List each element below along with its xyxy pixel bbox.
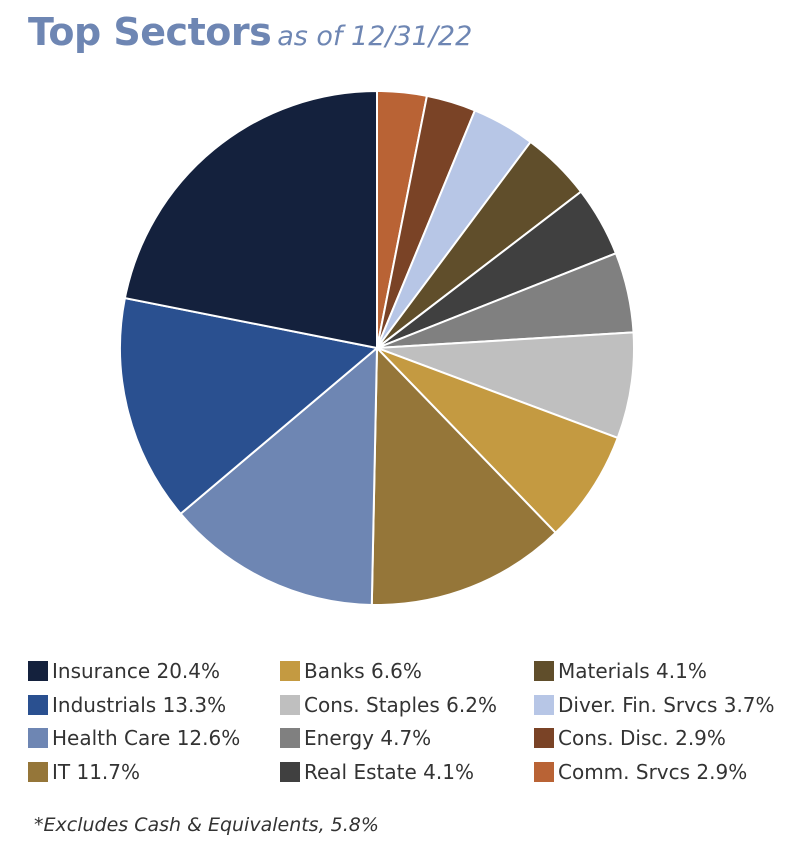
legend-swatch [28, 661, 48, 681]
legend-item: Comm. Srvcs 2.9% [534, 757, 747, 787]
pie-slice-6 [376, 331, 635, 439]
pie-slice-11 [123, 90, 378, 349]
pie-slice-9 [179, 347, 378, 606]
legend-swatch [280, 761, 300, 782]
legend-swatch [28, 761, 48, 782]
pie-slice-7 [376, 347, 619, 534]
legend-swatch [534, 661, 554, 681]
legend-swatch [28, 728, 48, 748]
chart-subtitle: as of 12/31/22 [277, 21, 473, 52]
legend-swatch [280, 694, 300, 715]
legend-swatch [534, 761, 554, 782]
legend-label: IT 11.7% [52, 759, 141, 784]
legend-swatch [534, 728, 554, 748]
legend-item: Cons. Disc. 2.9% [534, 723, 726, 753]
legend-item: Industrials 13.3% [28, 690, 226, 720]
legend-swatch [534, 694, 554, 715]
legend-label: Banks 6.6% [304, 659, 422, 683]
legend-item: Insurance 20.4% [28, 656, 220, 686]
legend-label: Real Estate 4.1% [304, 759, 474, 784]
legend-item: Banks 6.6% [280, 656, 422, 686]
legend-label: Cons. Disc. 2.9% [558, 726, 726, 750]
pie-chart [119, 90, 635, 606]
chart-legend: Insurance 20.4% Industrials 13.3% Health C… [28, 656, 788, 788]
legend-label: Industrials 13.3% [52, 692, 227, 717]
legend-item: IT 11.7% [28, 757, 140, 787]
legend-label: Comm. Srvcs 2.9% [558, 759, 748, 784]
legend-swatch [280, 728, 300, 748]
pie-slice-10 [119, 297, 378, 515]
legend-label: Energy 4.7% [304, 726, 432, 750]
chart-title: Top Sectors [28, 10, 272, 54]
pie-slice-8 [370, 347, 557, 606]
legend-label: Health Care 12.6% [52, 726, 241, 750]
legend-item: Energy 4.7% [280, 723, 431, 753]
legend-label: Diver. Fin. Srvcs 3.7% [558, 692, 775, 717]
legend-item: Real Estate 4.1% [280, 757, 474, 787]
chart-title-block: Top Sectors as of 12/31/22 [28, 10, 472, 54]
legend-item: Health Care 12.6% [28, 723, 240, 753]
legend-label: Cons. Staples 6.2% [304, 692, 497, 717]
chart-footnote: *Excludes Cash & Equivalents, 5.8% [34, 814, 379, 836]
legend-label: Insurance 20.4% [52, 659, 221, 683]
legend-swatch [28, 694, 48, 715]
legend-item: Diver. Fin. Srvcs 3.7% [534, 690, 775, 720]
legend-label: Materials 4.1% [558, 659, 707, 683]
legend-swatch [280, 661, 300, 681]
legend-item: Cons. Staples 6.2% [280, 690, 497, 720]
legend-item: Materials 4.1% [534, 656, 707, 686]
